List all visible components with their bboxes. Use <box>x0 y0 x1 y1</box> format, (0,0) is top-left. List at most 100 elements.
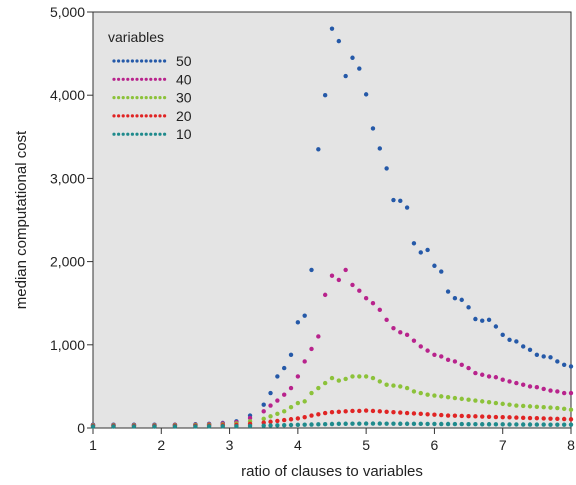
legend-item: 20 <box>112 108 192 124</box>
data-point <box>561 416 567 422</box>
x-tick-label: 4 <box>294 437 302 453</box>
data-point <box>336 378 342 383</box>
data-point <box>555 405 560 411</box>
plot-area <box>92 11 572 429</box>
data-point <box>377 307 382 313</box>
data-point <box>521 403 526 409</box>
data-point <box>295 416 301 421</box>
data-point <box>411 389 417 394</box>
data-point <box>418 421 423 427</box>
x-tick-label: 1 <box>89 437 97 453</box>
data-point <box>473 414 478 419</box>
data-point <box>473 421 478 427</box>
data-points <box>90 26 574 429</box>
data-point <box>411 411 417 416</box>
data-point <box>561 390 567 396</box>
data-point <box>322 410 328 416</box>
data-point <box>220 424 225 429</box>
y-axis-title: median computational cost <box>13 130 30 309</box>
data-point <box>514 403 519 408</box>
data-point <box>404 332 410 338</box>
data-point <box>370 408 376 414</box>
data-point <box>357 408 362 414</box>
data-point <box>514 380 519 386</box>
data-point <box>486 374 492 379</box>
data-point <box>480 422 485 427</box>
data-point <box>288 352 294 357</box>
data-point <box>541 354 546 359</box>
data-point <box>473 398 478 403</box>
data-point <box>439 421 444 427</box>
data-point <box>247 415 253 421</box>
data-point <box>425 348 430 353</box>
data-point <box>534 352 540 357</box>
data-point <box>548 416 553 421</box>
data-point <box>288 405 294 410</box>
data-point <box>507 402 512 407</box>
data-point <box>507 422 512 427</box>
data-point <box>493 400 499 406</box>
data-point <box>452 413 458 418</box>
data-point <box>322 380 328 386</box>
legend-label: 50 <box>176 53 192 69</box>
data-point <box>493 414 499 420</box>
legend-title: variables <box>108 29 164 45</box>
data-point <box>261 409 266 414</box>
data-point <box>480 399 485 404</box>
data-point <box>343 73 348 79</box>
data-point <box>486 422 492 427</box>
data-point <box>459 396 464 402</box>
data-point <box>527 347 533 352</box>
data-point <box>261 402 266 407</box>
data-point <box>568 407 574 412</box>
data-point <box>309 346 314 352</box>
legend-item: 40 <box>112 71 192 87</box>
x-tick-label: 3 <box>226 437 234 453</box>
data-point <box>466 413 471 419</box>
data-point <box>391 409 396 415</box>
data-point <box>514 339 519 344</box>
data-point <box>473 370 478 376</box>
data-point <box>404 385 410 391</box>
data-point <box>363 408 369 413</box>
data-point <box>363 296 369 301</box>
legend-item: 50 <box>112 53 192 69</box>
data-point <box>425 392 430 397</box>
data-point <box>316 334 321 339</box>
data-point <box>384 166 389 171</box>
y-tick-label: 0 <box>77 420 85 436</box>
data-point <box>316 147 321 152</box>
data-point <box>384 421 389 426</box>
data-point <box>555 359 560 364</box>
y-tick-label: 1,000 <box>50 337 85 353</box>
data-point <box>500 422 505 427</box>
data-point <box>561 422 567 427</box>
data-point <box>425 247 430 253</box>
data-point <box>398 421 403 426</box>
data-point <box>377 421 382 426</box>
data-point <box>288 385 294 391</box>
data-point <box>363 92 369 97</box>
data-point <box>288 422 294 428</box>
data-point <box>295 320 301 325</box>
data-point <box>445 289 451 294</box>
data-point <box>432 421 437 427</box>
data-point <box>350 408 355 414</box>
data-point <box>152 424 157 429</box>
data-point <box>432 393 437 398</box>
data-point <box>466 421 471 427</box>
data-point <box>282 422 287 428</box>
data-point <box>452 395 458 401</box>
data-point <box>391 325 396 331</box>
data-point <box>411 338 417 343</box>
data-point <box>432 412 437 417</box>
data-point <box>234 423 239 429</box>
data-point <box>418 411 423 417</box>
data-point <box>336 38 342 44</box>
data-point <box>555 389 560 394</box>
data-point <box>439 412 444 418</box>
data-point <box>398 384 403 389</box>
data-point <box>295 400 301 406</box>
data-point <box>370 126 376 131</box>
data-point <box>541 416 546 421</box>
